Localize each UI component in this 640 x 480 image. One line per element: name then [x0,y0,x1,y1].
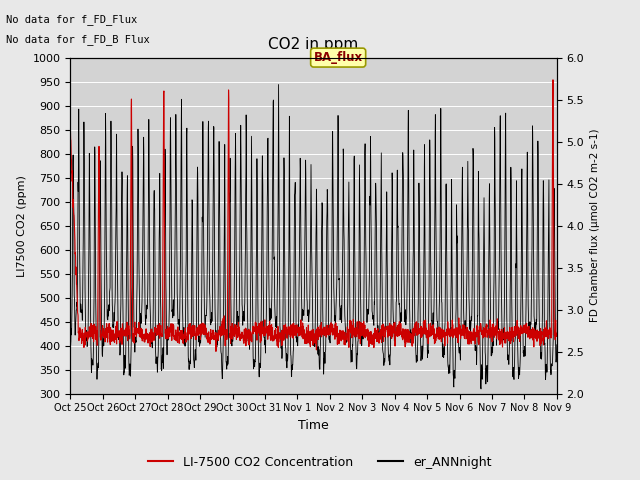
Title: CO2 in ppm: CO2 in ppm [268,37,359,52]
Text: No data for f_FD_Flux: No data for f_FD_Flux [6,14,138,25]
Text: No data for f_FD_B Flux: No data for f_FD_B Flux [6,34,150,45]
Y-axis label: LI7500 CO2 (ppm): LI7500 CO2 (ppm) [17,175,27,276]
Legend: LI-7500 CO2 Concentration, er_ANNnight: LI-7500 CO2 Concentration, er_ANNnight [143,451,497,474]
Y-axis label: FD Chamber flux (μmol CO2 m-2 s-1): FD Chamber flux (μmol CO2 m-2 s-1) [590,129,600,323]
X-axis label: Time: Time [298,419,329,432]
Text: BA_flux: BA_flux [314,51,363,64]
